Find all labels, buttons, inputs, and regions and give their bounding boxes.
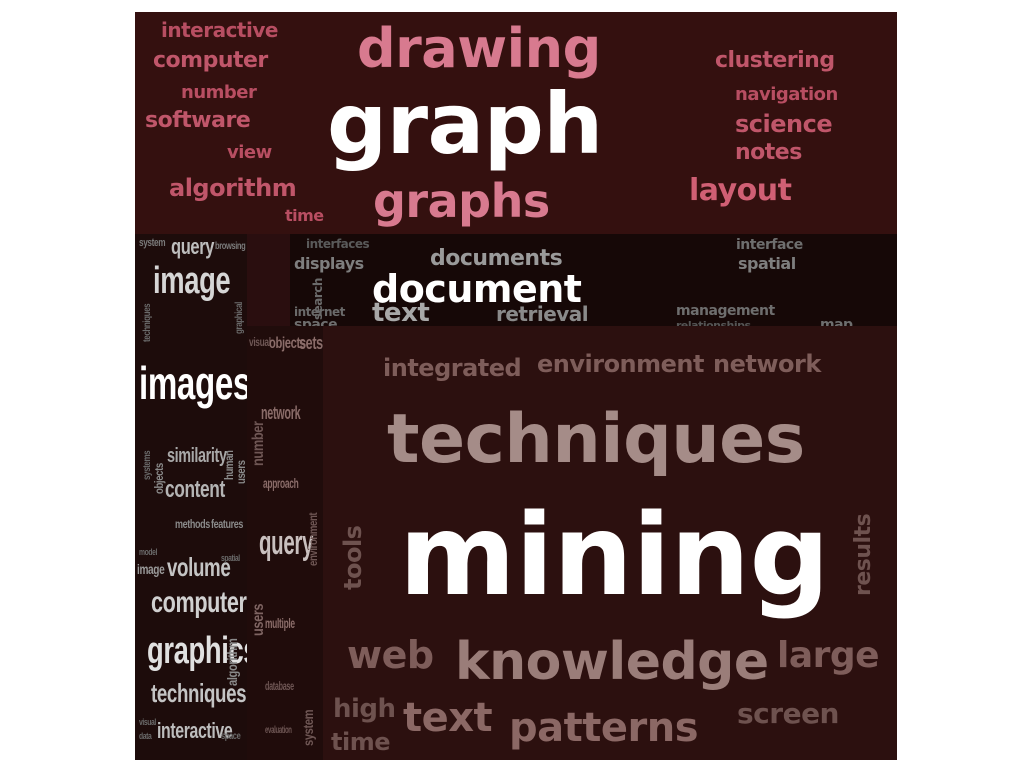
word: graphs: [373, 174, 550, 228]
word: query: [259, 524, 314, 562]
word: time: [285, 206, 324, 225]
word: environment: [537, 350, 705, 378]
word: interface: [736, 237, 803, 253]
word: graph: [327, 75, 603, 173]
word: query: [171, 234, 215, 259]
word: evaluation: [265, 725, 292, 736]
word: volume: [167, 552, 231, 582]
word: software: [145, 108, 251, 133]
word: techniques: [151, 678, 247, 708]
word: space: [294, 317, 338, 326]
word: graphics: [147, 630, 247, 672]
word: computer: [151, 586, 247, 619]
word: image: [153, 260, 231, 302]
word: approach: [263, 475, 299, 491]
word: model: [139, 547, 158, 557]
word: system: [300, 709, 316, 746]
topic-panel-images: system query browsing techniques image g…: [135, 234, 247, 760]
word: number: [181, 82, 257, 103]
word: environment: [306, 512, 320, 566]
word: content: [165, 476, 225, 503]
word: mining: [399, 491, 830, 621]
word-cloud: interactive drawing computer clustering …: [135, 12, 897, 760]
word: number: [250, 421, 267, 466]
word: graphical: [234, 302, 245, 334]
word: interactive: [157, 718, 233, 743]
word: features: [211, 517, 244, 531]
word: patterns: [509, 705, 699, 751]
word: similarity: [167, 445, 227, 467]
topic-panel-query: visual objects sets network number appro…: [247, 326, 323, 760]
word: integrated: [383, 354, 522, 382]
word: browsing: [215, 241, 246, 252]
word: map: [820, 317, 853, 326]
word: methods: [175, 517, 210, 531]
word: document: [372, 267, 582, 311]
word: algorithm: [169, 174, 297, 202]
word: layout: [689, 173, 792, 208]
word: documents: [430, 246, 563, 271]
word: images: [139, 357, 247, 409]
word: spatial: [738, 254, 796, 273]
word: system: [139, 237, 166, 249]
word: techniques: [387, 400, 805, 479]
word: multiple: [265, 615, 295, 631]
word: visual: [249, 335, 271, 349]
word: notes: [735, 140, 802, 165]
word: drawing: [357, 17, 601, 80]
word: navigation: [735, 84, 838, 105]
word: web: [347, 633, 434, 677]
word: objects: [269, 335, 306, 352]
word: spatial: [221, 553, 240, 563]
word: sets: [299, 333, 323, 353]
word: computer: [153, 48, 268, 73]
word: network: [261, 403, 301, 423]
word: results: [851, 513, 876, 596]
word: clustering: [715, 48, 835, 73]
word: database: [265, 679, 294, 693]
word: internet: [294, 305, 345, 319]
word: displays: [294, 254, 364, 273]
topic-panel-document: interfaces interface displays documents …: [290, 234, 897, 326]
word: retrieval: [496, 302, 589, 326]
topic-panel-graph: interactive drawing computer clustering …: [135, 12, 897, 234]
word: users: [234, 460, 247, 484]
word: screen: [737, 697, 840, 730]
word: text: [372, 298, 430, 326]
word: techniques: [142, 303, 153, 342]
word: space: [221, 731, 241, 742]
word: visual: [139, 717, 156, 727]
word: management: [676, 303, 775, 319]
word: time: [331, 728, 390, 756]
word: text: [403, 695, 493, 741]
word: data: [139, 731, 152, 741]
word: objects: [152, 463, 166, 494]
word: large: [777, 635, 880, 676]
word: science: [735, 110, 833, 138]
word: interfaces: [306, 237, 370, 251]
word: knowledge: [455, 632, 769, 692]
word: tools: [339, 525, 367, 590]
word: relationships: [676, 319, 751, 326]
word: image: [137, 561, 165, 577]
topic-panel-mining: integrated environment network technique…: [323, 326, 897, 760]
word: network: [713, 350, 821, 378]
word: high: [333, 694, 396, 724]
word: interactive: [161, 18, 278, 42]
word: view: [227, 142, 272, 163]
